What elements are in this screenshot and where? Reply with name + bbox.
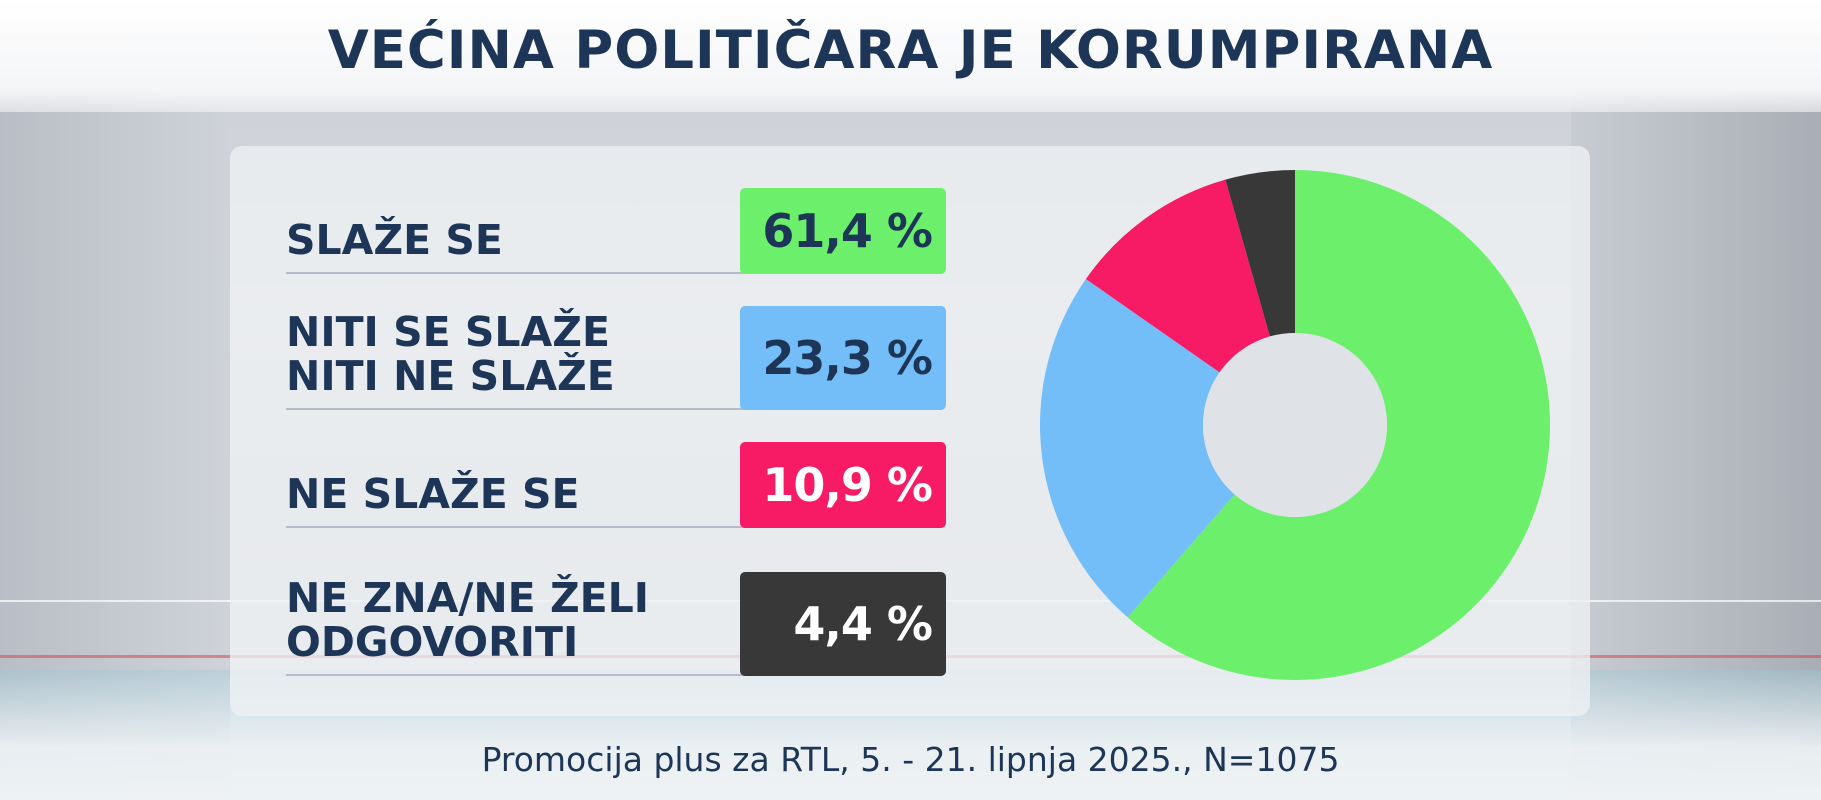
value-badge: 61,4 % [740, 188, 946, 274]
row-divider [286, 272, 746, 274]
row-label: NE SLAŽE SE [286, 470, 580, 518]
value-badge: 10,9 % [740, 442, 946, 528]
result-row-disagree: NE SLAŽE SE 10,9 % [286, 442, 946, 528]
result-row-agree: SLAŽE SE 61,4 % [286, 188, 946, 274]
background-left [0, 0, 230, 800]
row-label: NE ZNA/NE ŽELI ODGOVORITI [286, 574, 650, 666]
row-divider [286, 526, 746, 528]
result-row-neutral: NITI SE SLAŽE NITI NE SLAŽE 23,3 % [286, 306, 946, 410]
donut-hole [1203, 333, 1387, 517]
row-label: SLAŽE SE [286, 216, 503, 264]
slice-dont-know [1225, 170, 1295, 337]
row-divider [286, 408, 746, 410]
donut-chart-svg [1040, 170, 1550, 680]
slice-disagree [1085, 179, 1270, 373]
background-right [1571, 0, 1821, 800]
chart-title: VEĆINA POLITIČARA JE KORUMPIRANA [327, 20, 1494, 81]
slice-neutral [1040, 279, 1235, 618]
result-row-dont-know: NE ZNA/NE ŽELI ODGOVORITI 4,4 % [286, 572, 946, 676]
value-badge: 23,3 % [740, 306, 946, 410]
row-label: NITI SE SLAŽE NITI NE SLAŽE [286, 308, 615, 400]
row-divider [286, 674, 746, 676]
title-bar: VEĆINA POLITIČARA JE KORUMPIRANA [0, 0, 1821, 112]
value-badge: 4,4 % [740, 572, 946, 676]
donut-chart [1035, 165, 1555, 685]
source-note: Promocija plus za RTL, 5. - 21. lipnja 2… [481, 740, 1340, 779]
slice-agree [1127, 170, 1550, 680]
